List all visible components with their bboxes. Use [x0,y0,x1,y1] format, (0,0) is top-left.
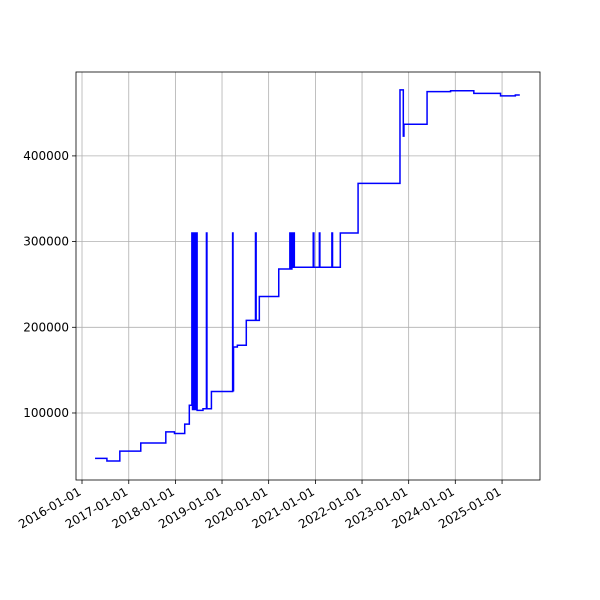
y-tick-label: 400000 [23,149,69,163]
data-line [95,89,520,462]
y-tick-label: 100000 [23,406,69,420]
y-tick-label: 200000 [23,320,69,334]
y-tick-label: 300000 [23,235,69,249]
plot-frame [75,71,541,481]
